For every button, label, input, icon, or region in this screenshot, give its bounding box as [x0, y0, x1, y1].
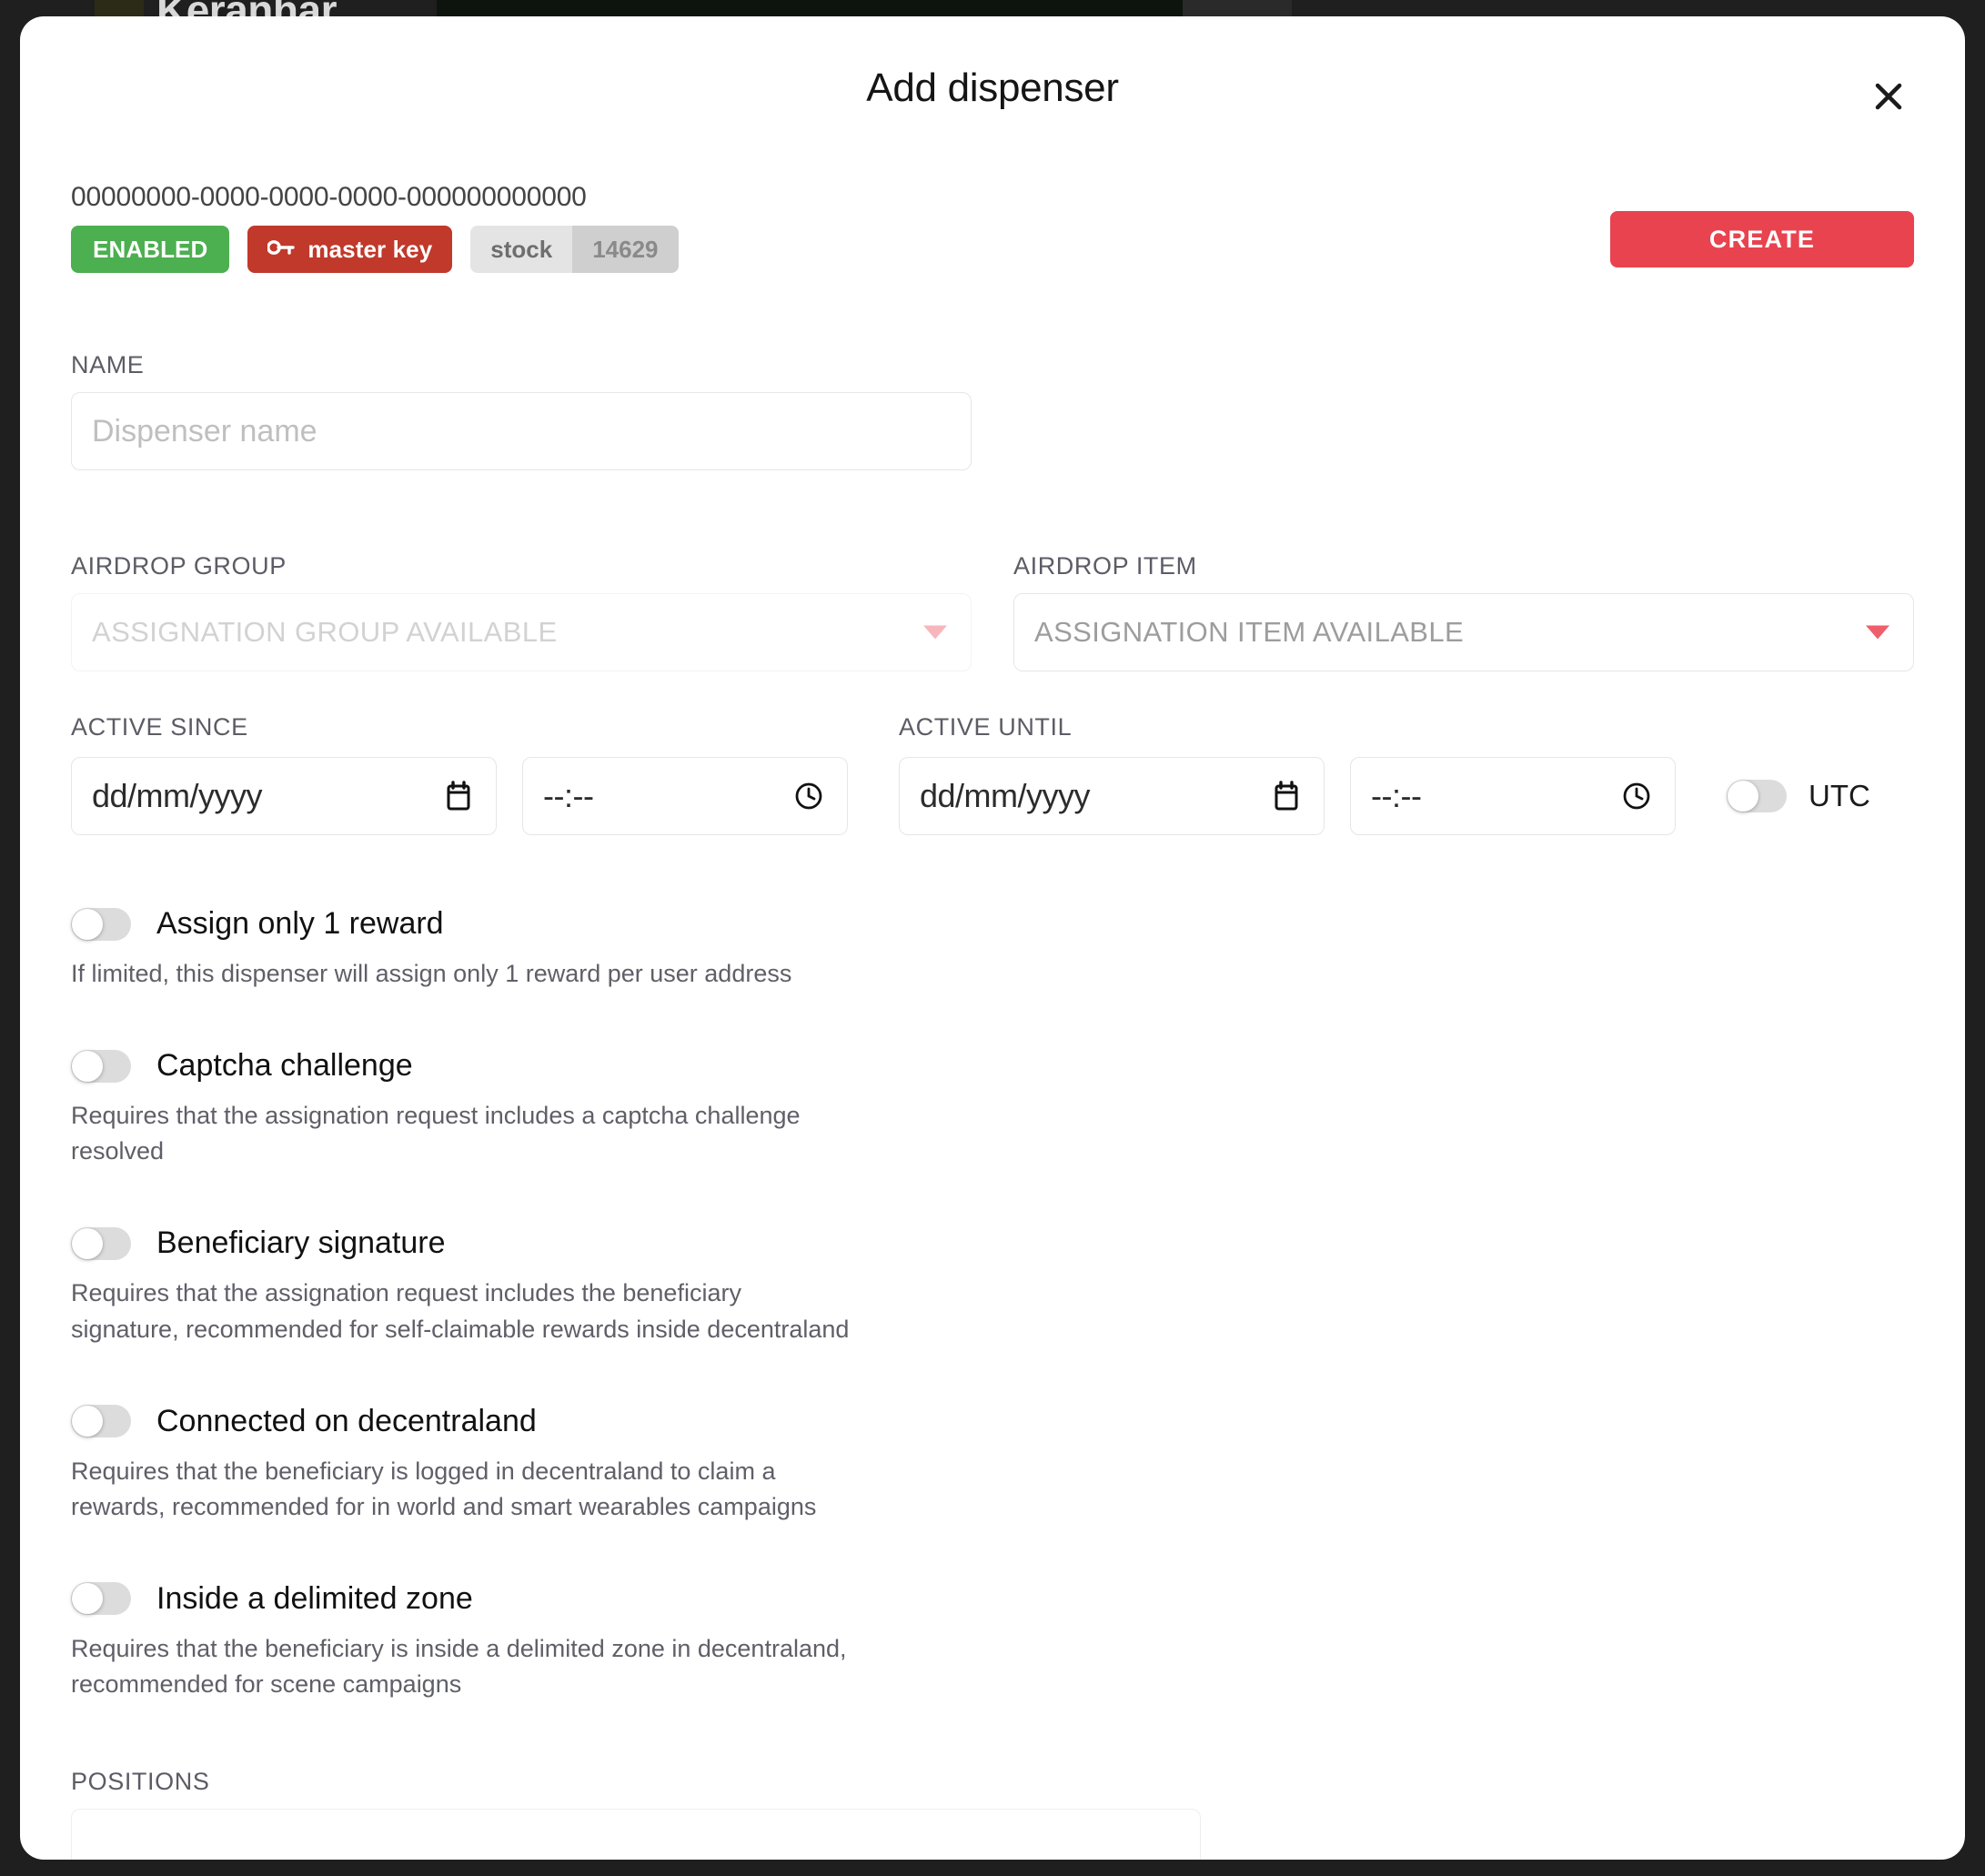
active-until-date-input[interactable]: dd/mm/yyyy	[899, 757, 1325, 835]
option-connected-on-decentraland: Connected on decentraland Requires that …	[71, 1404, 1914, 1525]
close-icon	[1870, 78, 1907, 115]
key-icon	[267, 236, 296, 264]
airdrop-item-field: AIRDROP ITEM ASSIGNATION ITEM AVAILABLE	[1013, 552, 1914, 671]
dispenser-uuid: 00000000-0000-0000-0000-000000000000	[71, 182, 587, 212]
airdrop-group-value: ASSIGNATION GROUP AVAILABLE	[92, 616, 558, 648]
beneficiary-signature-toggle[interactable]	[71, 1226, 131, 1260]
option-description: Requires that the assignation request in…	[71, 1102, 801, 1165]
name-label: NAME	[71, 351, 145, 378]
calendar-icon[interactable]	[445, 781, 472, 812]
option-captcha-challenge: Captcha challenge Requires that the assi…	[71, 1048, 1914, 1169]
dispenser-summary: 00000000-0000-0000-0000-000000000000 ENA…	[71, 182, 1914, 273]
active-since-group: ACTIVE SINCE dd/mm/yyyy	[71, 713, 848, 835]
connected-on-decentraland-toggle[interactable]	[71, 1405, 131, 1438]
active-since-label: ACTIVE SINCE	[71, 713, 248, 741]
option-description: If limited, this dispenser will assign o…	[71, 960, 792, 987]
positions-label: POSITIONS	[71, 1768, 210, 1796]
option-title: Assign only 1 reward	[156, 906, 444, 941]
airdrop-item-value: ASSIGNATION ITEM AVAILABLE	[1034, 616, 1465, 648]
airdrop-item-select[interactable]: ASSIGNATION ITEM AVAILABLE	[1013, 593, 1914, 671]
badge-group: ENABLED master key stock 14629	[71, 226, 1914, 273]
airdrop-group-label: AIRDROP GROUP	[71, 552, 287, 580]
dispenser-name-input[interactable]	[71, 392, 972, 470]
option-title: Beneficiary signature	[156, 1225, 446, 1261]
modal-body: 00000000-0000-0000-0000-000000000000 ENA…	[20, 182, 1965, 1860]
close-button[interactable]	[1865, 73, 1912, 120]
clock-icon[interactable]	[1622, 782, 1651, 811]
assign-only-1-reward-toggle[interactable]	[71, 907, 131, 941]
airdrop-group-field: AIRDROP GROUP ASSIGNATION GROUP AVAILABL…	[71, 552, 1013, 671]
option-title: Captcha challenge	[156, 1048, 413, 1084]
chevron-down-icon	[1866, 625, 1889, 640]
calendar-icon[interactable]	[1273, 781, 1300, 812]
status-badge: ENABLED	[71, 226, 230, 273]
active-until-date-value: dd/mm/yyyy	[920, 777, 1091, 814]
option-description: Requires that the beneficiary is inside …	[71, 1634, 847, 1699]
active-since-time-value: --:--	[543, 777, 594, 814]
option-title: Connected on decentraland	[156, 1403, 537, 1438]
modal-title: Add dispenser	[866, 66, 1119, 110]
active-period-row: ACTIVE SINCE dd/mm/yyyy	[71, 713, 1914, 835]
active-since-time-input[interactable]: --:--	[522, 757, 848, 835]
chevron-down-icon	[923, 625, 947, 640]
create-button[interactable]: CREATE	[1610, 211, 1914, 267]
option-inside-a-delimited-zone: Inside a delimited zone Requires that th…	[71, 1581, 1914, 1702]
option-beneficiary-signature: Beneficiary signature Requires that the …	[71, 1225, 1914, 1346]
utc-toggle-group: UTC	[1727, 757, 1870, 835]
airdrop-group-select[interactable]: ASSIGNATION GROUP AVAILABLE	[71, 593, 972, 671]
airdrop-row: AIRDROP GROUP ASSIGNATION GROUP AVAILABL…	[71, 552, 1914, 671]
active-until-time-input[interactable]: --:--	[1350, 757, 1676, 835]
utc-toggle[interactable]	[1727, 780, 1787, 812]
master-key-badge: master key	[247, 226, 453, 273]
positions-field-group: POSITIONS	[71, 1768, 1914, 1860]
positions-input[interactable]	[71, 1809, 1201, 1860]
active-until-group: ACTIVE UNTIL dd/mm/yyyy	[899, 713, 1676, 835]
option-title: Inside a delimited zone	[156, 1580, 473, 1616]
clock-icon[interactable]	[794, 782, 823, 811]
airdrop-item-label: AIRDROP ITEM	[1013, 552, 1197, 580]
active-until-label: ACTIVE UNTIL	[899, 713, 1073, 741]
active-since-date-input[interactable]: dd/mm/yyyy	[71, 757, 497, 835]
option-assign-only-1-reward: Assign only 1 reward If limited, this di…	[71, 906, 1914, 992]
option-description: Requires that the beneficiary is logged …	[71, 1457, 817, 1520]
name-field-group: NAME	[71, 351, 1914, 470]
option-description: Requires that the assignation request in…	[71, 1279, 850, 1343]
captcha-challenge-toggle[interactable]	[71, 1049, 131, 1083]
active-since-date-value: dd/mm/yyyy	[92, 777, 263, 814]
stock-label: stock	[470, 226, 573, 273]
active-until-time-value: --:--	[1371, 777, 1422, 814]
inside-a-delimited-zone-toggle[interactable]	[71, 1582, 131, 1616]
add-dispenser-modal: Add dispenser 00000000-0000-0000-0000-00…	[20, 16, 1965, 1860]
stock-value: 14629	[572, 226, 679, 273]
modal-header: Add dispenser	[20, 16, 1965, 136]
master-key-label: master key	[307, 235, 433, 263]
utc-label: UTC	[1809, 779, 1870, 812]
stock-badge: stock 14629	[470, 226, 679, 273]
